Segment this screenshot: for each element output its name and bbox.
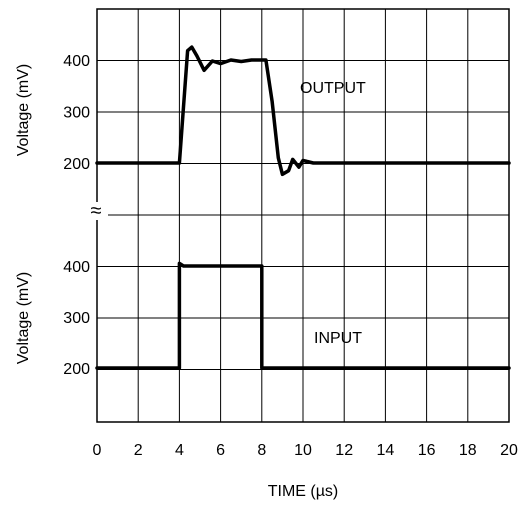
y-tick-label: 400 bbox=[63, 259, 90, 276]
x-tick-label: 8 bbox=[257, 442, 266, 459]
x-tick-label: 0 bbox=[93, 442, 102, 459]
axis-break-symbol: ≈ bbox=[91, 200, 102, 222]
x-axis-label: TIME (µs) bbox=[268, 483, 339, 500]
x-tick-label: 18 bbox=[459, 442, 477, 459]
x-tick-label: 12 bbox=[335, 442, 353, 459]
y-tick-label: 300 bbox=[63, 105, 90, 122]
tick-labels: 0 2 4 6 8 10 12 14 16 18 20 200 300 400 200 300 400 bbox=[63, 53, 518, 459]
x-tick-label: 10 bbox=[294, 442, 312, 459]
y-tick-label: 300 bbox=[63, 310, 90, 327]
series-traces bbox=[95, 45, 511, 370]
x-tick-label: 2 bbox=[134, 442, 143, 459]
chart-grid bbox=[97, 9, 509, 422]
y-axis-label-output: Voltage (mV) bbox=[15, 64, 32, 156]
output-annotation: OUTPUT bbox=[300, 80, 366, 97]
x-tick-label: 14 bbox=[377, 442, 395, 459]
x-tick-label: 16 bbox=[418, 442, 436, 459]
y-tick-label: 200 bbox=[63, 361, 90, 378]
y-tick-label: 400 bbox=[63, 53, 90, 70]
input-annotation: INPUT bbox=[314, 330, 362, 347]
x-tick-label: 20 bbox=[500, 442, 518, 459]
y-axis-label-input: Voltage (mV) bbox=[15, 272, 32, 364]
x-tick-label: 4 bbox=[175, 442, 184, 459]
input-trace bbox=[95, 261, 511, 370]
output-trace bbox=[95, 45, 511, 177]
x-tick-label: 6 bbox=[216, 442, 225, 459]
axis-break-mask bbox=[88, 202, 108, 220]
y-tick-label: 200 bbox=[63, 156, 90, 173]
